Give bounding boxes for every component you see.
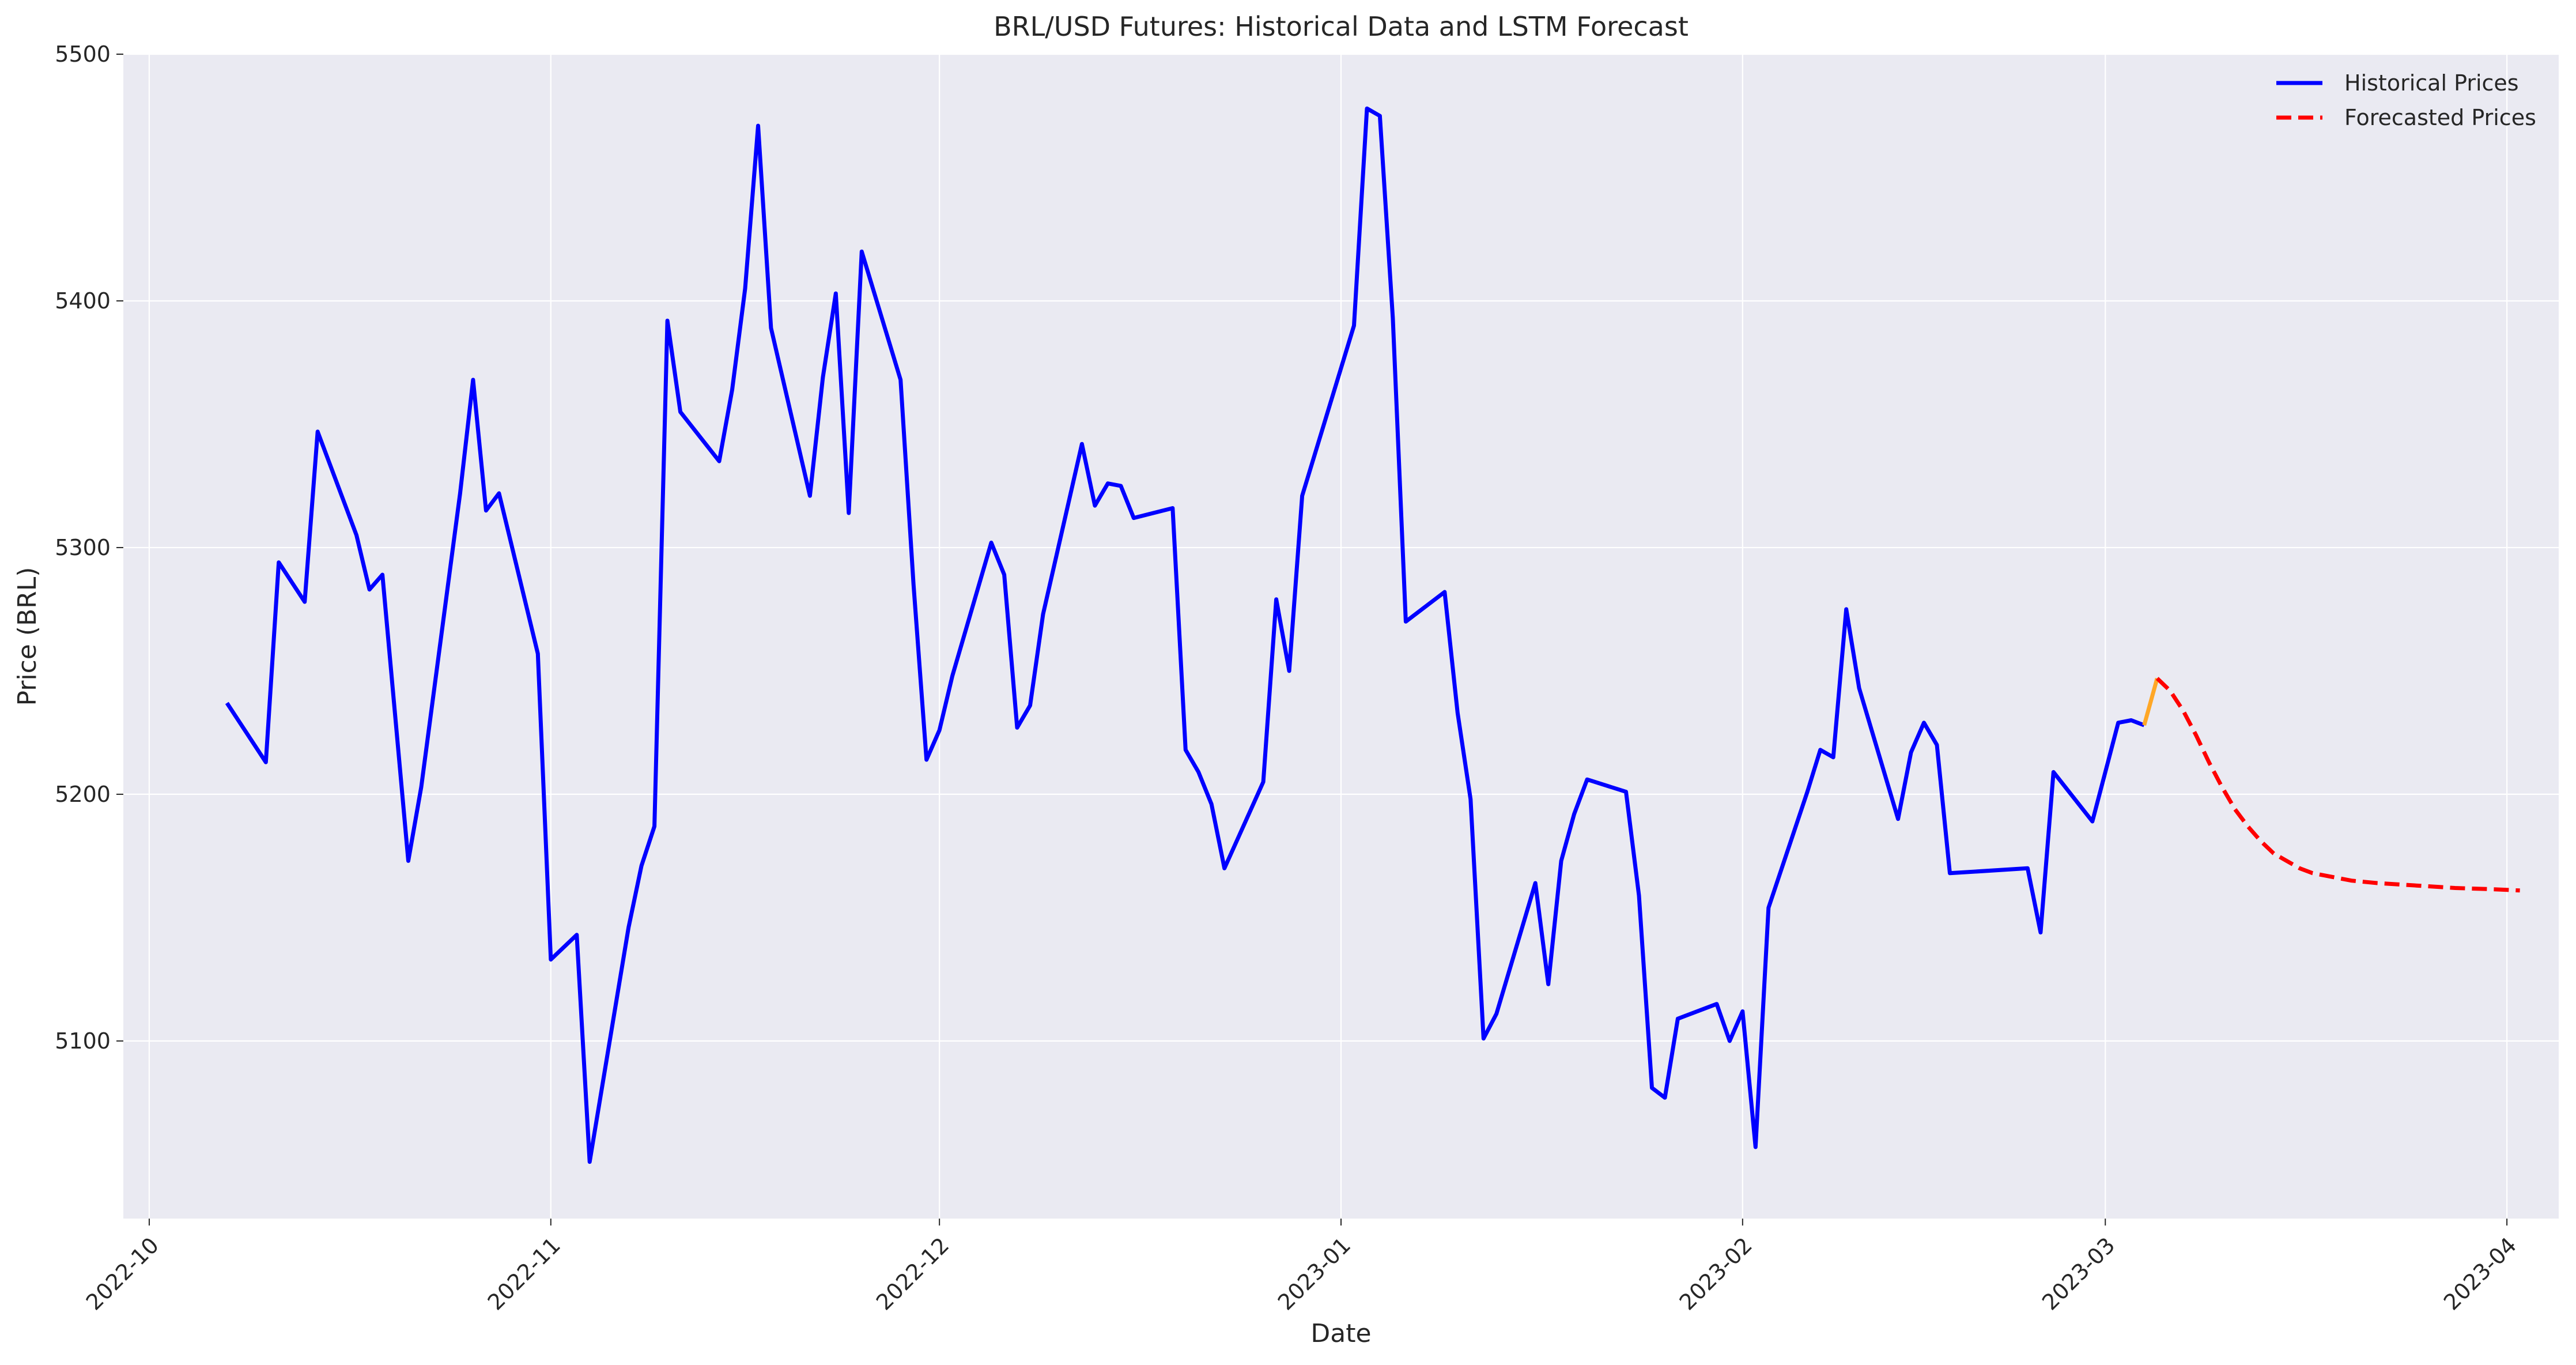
grid	[123, 53, 2559, 1219]
y-tick-label: 5200	[55, 782, 111, 807]
y-tick-label: 5500	[55, 42, 111, 67]
legend-label-historical: Historical Prices	[2344, 70, 2519, 96]
y-tick-label: 5400	[55, 288, 111, 314]
series-layer	[225, 106, 2520, 1164]
y-tick-label: 5300	[55, 535, 111, 560]
y-tick-label: 5100	[55, 1028, 111, 1054]
series-forecasted-prices	[2155, 677, 2520, 893]
x-axis-label: Date	[1310, 1319, 1371, 1348]
series-historical-prices	[225, 106, 2145, 1164]
legend-label-forecast: Forecasted Prices	[2344, 105, 2536, 130]
legend: Historical Prices Forecasted Prices	[2276, 70, 2536, 130]
series-connector	[2142, 677, 2159, 726]
chart-title: BRL/USD Futures: Historical Data and LST…	[994, 11, 1689, 42]
y-axis-label: Price (BRL)	[13, 567, 42, 706]
